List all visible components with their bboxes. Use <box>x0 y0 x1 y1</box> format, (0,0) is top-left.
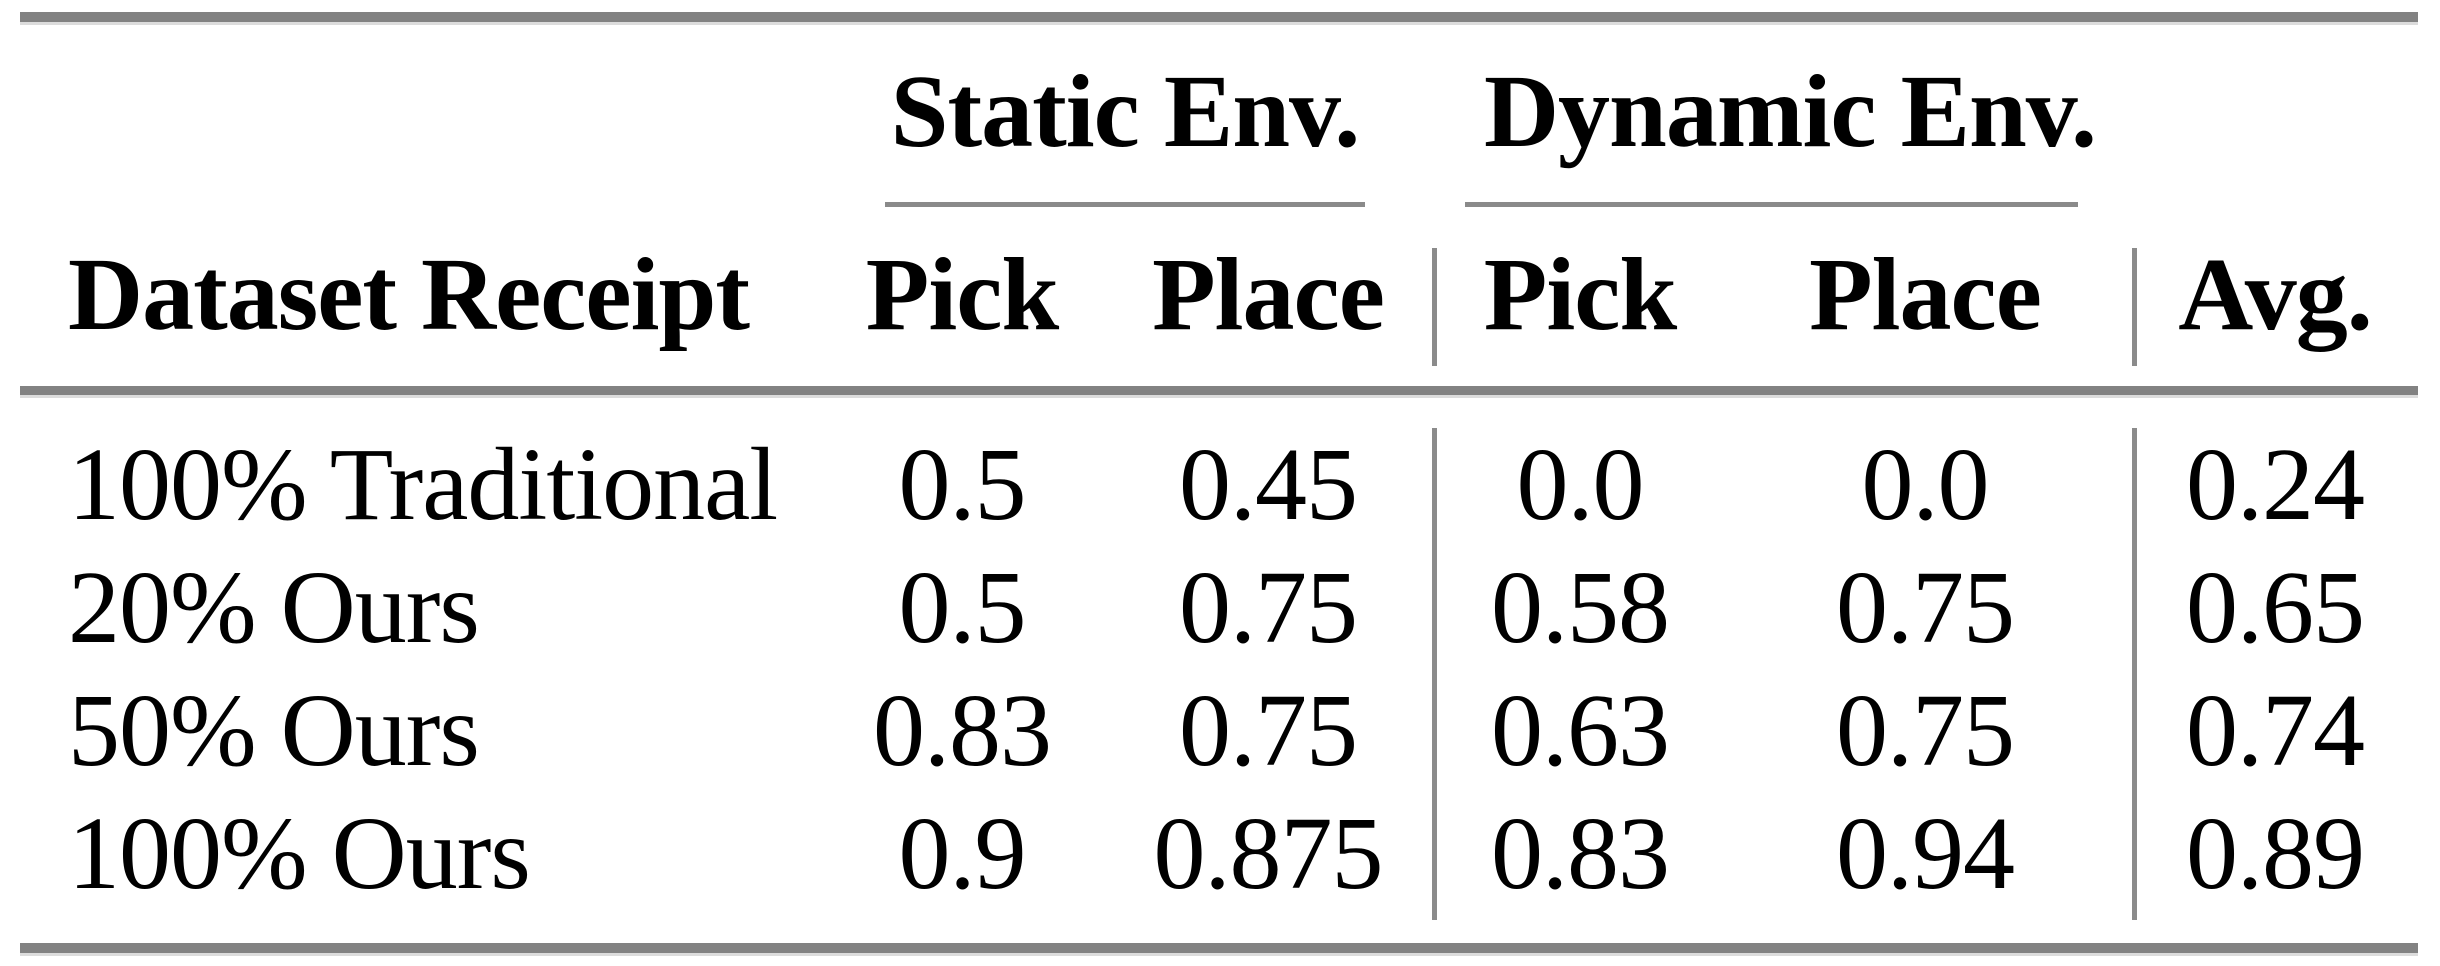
table-cell: 0.83 <box>1491 796 1670 911</box>
column-header-static-pick: Pick <box>865 237 1059 352</box>
table-cell: 0.75 <box>1179 673 1358 788</box>
table-cell: 0.9 <box>898 796 1027 911</box>
vertical-rule-static-dynamic-body <box>1432 428 1437 920</box>
table-cell: 0.83 <box>873 673 1052 788</box>
vertical-rule-avg-body <box>2132 428 2137 920</box>
table-cell: 0.63 <box>1491 673 1670 788</box>
table-cell: 0.875 <box>1153 796 1384 911</box>
table-cell: 0.45 <box>1179 427 1358 542</box>
top-rule-shadow <box>20 22 2418 25</box>
row-label: 20% Ours <box>68 550 480 665</box>
table-cell: 0.5 <box>898 427 1027 542</box>
column-header-dynamic-place: Place <box>1809 237 2042 352</box>
group-header-static-env: Static Env. <box>890 54 1361 169</box>
table-cell: 0.74 <box>2186 673 2365 788</box>
table-cell: 0.94 <box>1836 796 2015 911</box>
column-header-dataset-receipt: Dataset Receipt <box>68 237 750 352</box>
table-cell: 0.65 <box>2186 550 2365 665</box>
vertical-rule-static-dynamic-header <box>1432 248 1437 366</box>
dynamic-env-cmidrule <box>1465 202 2078 207</box>
row-label: 50% Ours <box>68 673 480 788</box>
group-header-dynamic-env: Dynamic Env. <box>1483 54 2097 169</box>
table-cell: 0.89 <box>2186 796 2365 911</box>
bottom-rule-shadow <box>20 953 2418 956</box>
table-cell: 0.0 <box>1861 427 1990 542</box>
top-rule <box>20 12 2418 22</box>
column-header-avg: Avg. <box>2178 237 2372 352</box>
bottom-rule <box>20 943 2418 953</box>
vertical-rule-avg-header <box>2132 248 2137 366</box>
header-separator-rule-shadow <box>20 395 2418 398</box>
header-separator-rule <box>20 386 2418 395</box>
table-cell: 0.75 <box>1836 550 2015 665</box>
table-cell: 0.75 <box>1179 550 1358 665</box>
column-header-static-place: Place <box>1152 237 1385 352</box>
table-cell: 0.24 <box>2186 427 2365 542</box>
row-label: 100% Ours <box>68 796 531 911</box>
row-label: 100% Traditional <box>68 427 778 542</box>
table-cell: 0.58 <box>1491 550 1670 665</box>
table-cell: 0.5 <box>898 550 1027 665</box>
static-env-cmidrule <box>885 202 1365 207</box>
table-cell: 0.0 <box>1516 427 1645 542</box>
table-cell: 0.75 <box>1836 673 2015 788</box>
column-header-dynamic-pick: Pick <box>1483 237 1677 352</box>
